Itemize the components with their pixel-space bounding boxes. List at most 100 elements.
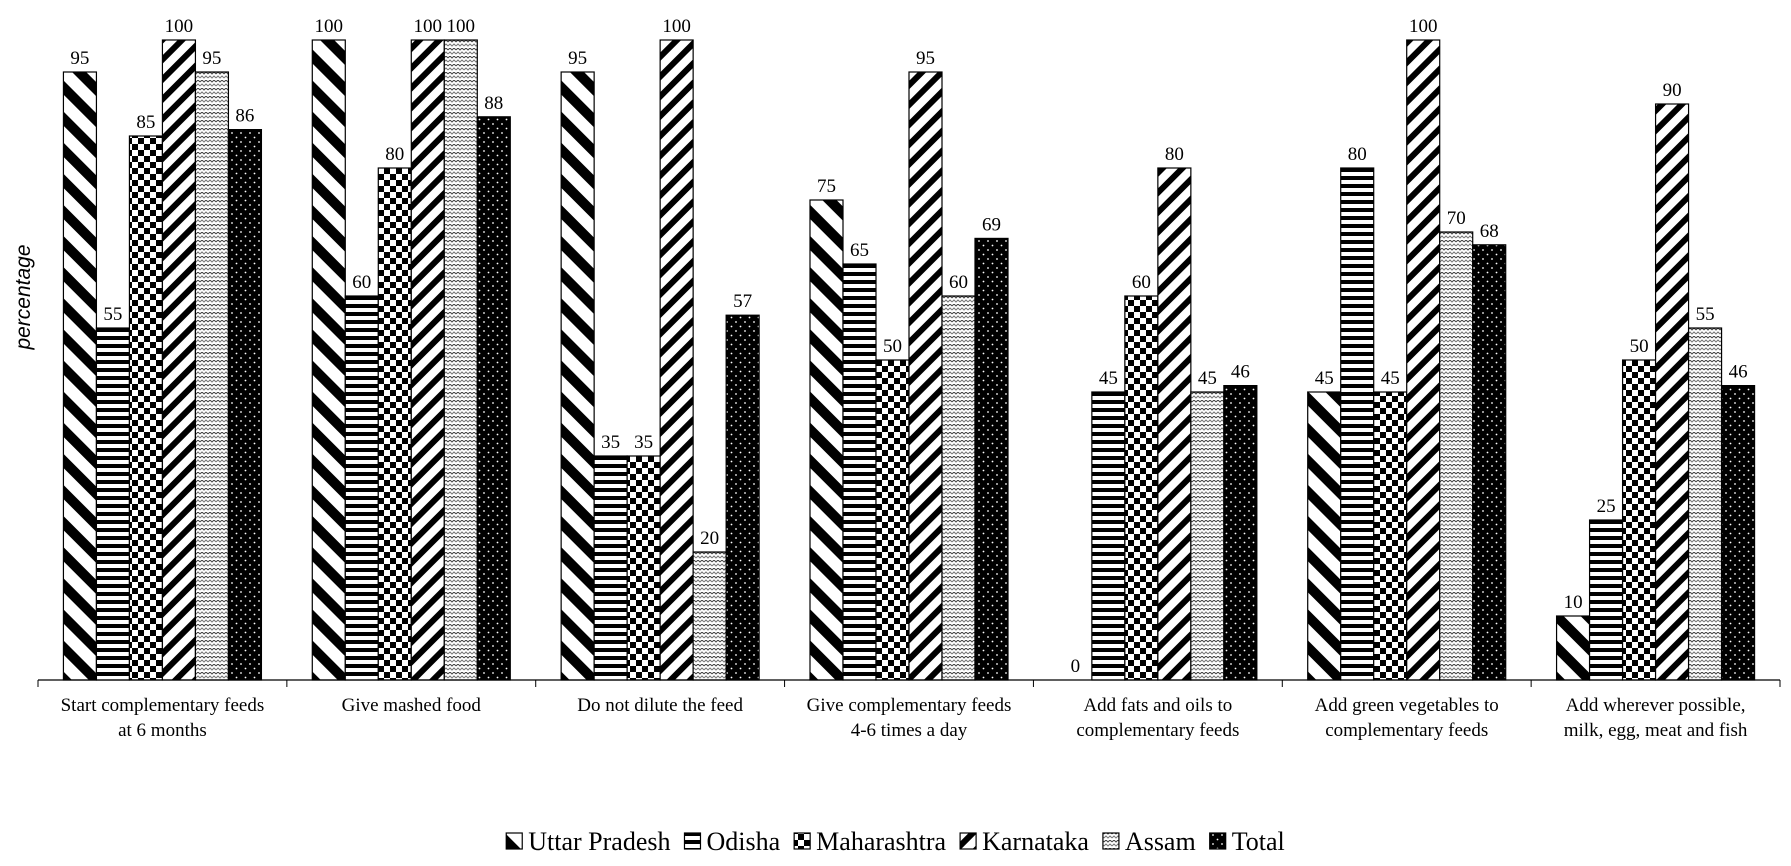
bar-value-label: 46	[1729, 362, 1748, 383]
bars-group	[62, 39, 1756, 681]
bar-value-label: 86	[235, 106, 254, 127]
bar	[194, 71, 230, 681]
legend-label: Odisha	[706, 827, 780, 856]
bar-value-label: 45	[1198, 368, 1217, 389]
category-label: Give complementary feeds	[807, 695, 1012, 716]
bar	[593, 455, 628, 681]
bar-value-label: 60	[1132, 272, 1151, 293]
category-label: complementary feeds	[1076, 720, 1239, 741]
bar	[377, 167, 412, 681]
bar	[725, 314, 760, 681]
bar	[842, 263, 877, 681]
legend-swatch	[1209, 832, 1227, 850]
bar	[443, 39, 478, 681]
bar-value-label: 65	[850, 240, 869, 261]
legend-swatch	[505, 832, 523, 850]
bar-value-label: 55	[103, 304, 122, 325]
bar-value-label: 90	[1663, 80, 1682, 101]
bar-value-label: 60	[949, 272, 968, 293]
legend-label: Assam	[1125, 827, 1196, 856]
category-label: complementary feeds	[1325, 720, 1488, 741]
bar	[974, 237, 1009, 681]
bar	[1091, 391, 1126, 681]
bar-value-label: 35	[601, 432, 620, 453]
bar-value-label: 80	[1165, 144, 1184, 165]
bar	[344, 295, 379, 681]
bar	[626, 455, 661, 681]
legend-swatch	[959, 832, 977, 850]
bar-value-label: 60	[352, 272, 371, 293]
bar-value-label: 85	[136, 112, 155, 133]
x-axis-ticks	[37, 680, 1781, 687]
bar-value-label: 68	[1480, 221, 1499, 242]
legend-swatch	[793, 832, 811, 850]
bar-value-label: 88	[484, 93, 503, 114]
bar-value-label: 20	[700, 528, 719, 549]
bar-value-label: 45	[1315, 368, 1334, 389]
bar-value-label: 10	[1564, 592, 1583, 613]
bar	[1472, 244, 1507, 681]
bar	[62, 71, 98, 681]
bar-value-label: 55	[1696, 304, 1715, 325]
category-labels-group: Start complementary feeds at 6 months Give…	[61, 695, 1748, 741]
bar	[128, 135, 164, 681]
bar	[1588, 519, 1624, 681]
legend-label: Uttar Pradesh	[528, 827, 670, 856]
bar-value-label: 75	[817, 176, 836, 197]
legend-label: Karnataka	[982, 827, 1089, 856]
bar	[809, 199, 844, 681]
bar	[476, 116, 511, 681]
bar	[692, 551, 727, 681]
bar	[1720, 385, 1756, 681]
bar-value-label: 100	[1409, 16, 1438, 37]
bar	[1439, 231, 1474, 681]
bar	[1223, 385, 1258, 681]
bar	[1340, 167, 1375, 681]
bar-value-label: 95	[568, 48, 587, 69]
bar-value-label: 25	[1597, 496, 1616, 517]
bar	[95, 327, 131, 681]
legend-label: Total	[1232, 827, 1285, 856]
category-label: at 6 months	[118, 720, 207, 741]
category-label: Add wherever possible,	[1566, 695, 1746, 716]
category-label: Add fats and oils to	[1083, 695, 1232, 716]
bar	[1406, 39, 1441, 681]
bar	[1124, 295, 1159, 681]
legend-swatch	[683, 832, 702, 850]
bar	[1190, 391, 1225, 681]
legend-swatch	[1102, 832, 1120, 850]
bar-value-label: 45	[1099, 368, 1118, 389]
bar	[1373, 391, 1408, 681]
bar-value-label: 0	[1071, 656, 1081, 677]
y-axis-title: percentage	[12, 244, 35, 350]
bar-value-label: 100	[165, 16, 194, 37]
bar-value-label: 100	[315, 16, 344, 37]
bar	[1157, 167, 1192, 681]
legend: Uttar Pradesh Odisha Maharashtra Karnataka A…	[505, 827, 1285, 856]
category-label: Start complementary feeds	[61, 695, 265, 716]
bar-value-label: 46	[1231, 362, 1250, 383]
category-label: Give mashed food	[342, 695, 482, 716]
bar-value-label: 69	[982, 214, 1001, 235]
bar-value-label: 100	[662, 16, 691, 37]
bar	[227, 129, 263, 681]
bar	[1307, 391, 1342, 681]
bar	[410, 39, 445, 681]
bar-value-label: 80	[385, 144, 404, 165]
bar	[875, 359, 910, 681]
bar-value-label: 80	[1348, 144, 1367, 165]
bar	[1555, 615, 1591, 681]
category-label: Do not dilute the feed	[577, 695, 743, 716]
bar	[941, 295, 976, 681]
bar-value-label: 95	[202, 48, 221, 69]
bar	[908, 71, 943, 681]
bar-value-label: 95	[916, 48, 935, 69]
bar-value-label: 100	[414, 16, 443, 37]
bar	[311, 39, 346, 681]
category-label: milk, egg, meat and fish	[1564, 720, 1748, 741]
bar-value-label: 100	[447, 16, 476, 37]
bar-value-label: 70	[1447, 208, 1466, 229]
bar-value-label: 35	[634, 432, 653, 453]
